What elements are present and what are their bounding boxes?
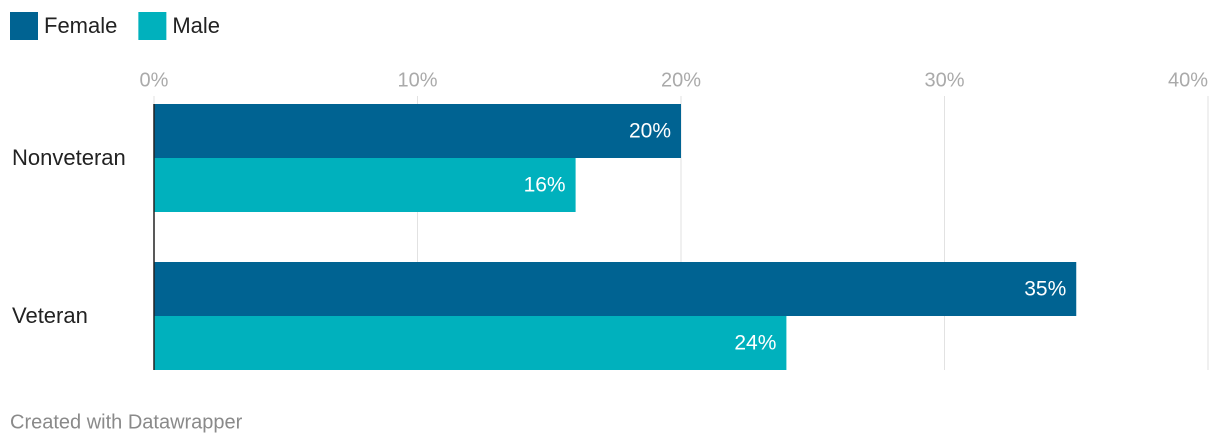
bar (154, 158, 576, 212)
value-label: 24% (734, 332, 776, 355)
bar (154, 262, 1077, 316)
category-label: Veteran (12, 303, 88, 328)
bar (154, 104, 681, 158)
bar (154, 316, 787, 370)
legend-swatch (10, 12, 38, 40)
legend-swatch (138, 12, 167, 40)
legend-label: Female (44, 13, 117, 38)
category-label: Nonveteran (12, 145, 126, 170)
legend-label: Male (172, 13, 220, 38)
x-tick-label: 40% (1168, 69, 1208, 91)
x-tick-label: 30% (924, 69, 964, 91)
value-label: 20% (629, 120, 671, 143)
x-tick-label: 10% (397, 69, 437, 91)
value-label: 16% (524, 174, 566, 197)
value-label: 35% (1024, 278, 1066, 301)
x-tick-label: 0% (140, 69, 169, 91)
credit: Created with Datawrapper (10, 411, 243, 433)
x-tick-label: 20% (661, 69, 701, 91)
